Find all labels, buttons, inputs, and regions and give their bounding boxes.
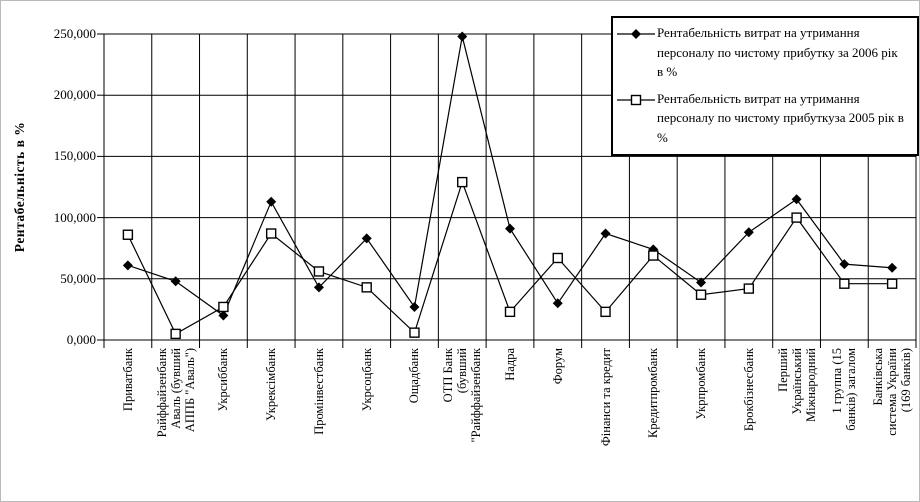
x-category-label: Укрпромбанк [694,348,709,420]
legend-label-2005: Рентабельність витрат на утримання персо… [657,90,904,145]
x-category-label: Укрсиббанк [216,348,231,412]
x-category-label: Брокбізнесбанк [741,348,756,432]
y-axis-tick-label: 250,000 [53,26,96,41]
x-category-label: Банківська система України (169 банків) [871,348,914,436]
y-axis-tick-label: 150,000 [53,148,96,164]
legend-label-2006: Рентабельність витрат на утримання персо… [657,25,898,79]
legend: Рентабельність витрат на утримання персо… [611,16,919,156]
x-category-label: Укрсоцбанк [359,348,374,412]
legend-item-2005: Рентабельність витрат на утримання персо… [617,89,914,148]
series-2005-square-marker-icon [617,93,657,111]
x-category-label: Райффайзенбанк Аваль (бувший АППБ "Аваль… [154,348,197,438]
legend-item-2006: Рентабельність витрат на утримання персо… [617,23,914,82]
y-axis-tick-label: 50,000 [60,270,96,286]
x-category-label: Промінвестбанк [311,348,326,435]
x-category-label: ОТП Банк (бувший "Райффайзенбанк [441,348,484,443]
x-category-label: Укрексімбанк [264,348,279,421]
y-axis-tick-label: 0,000 [66,332,96,347]
series-2006-diamond-marker-icon [617,27,657,45]
x-category-label: Ощадбанк [407,348,422,404]
x-category-label: Приватбанк [120,348,135,412]
y-axis-tick-label: 200,000 [53,87,96,103]
y-axis-tick-label: 100,000 [53,209,96,225]
x-category-label: Форум [550,348,565,385]
x-category-label: Кредитпромбанк [646,348,661,439]
x-category-label: Надра [503,348,517,381]
x-category-label: 1 группа (15 банків) загалом [830,348,859,431]
x-category-label: Фінанси та кредит [598,348,613,447]
y-axis-title: Рентабельність в % [12,121,27,253]
x-category-label: Перший Український Міжнародний [775,348,818,423]
